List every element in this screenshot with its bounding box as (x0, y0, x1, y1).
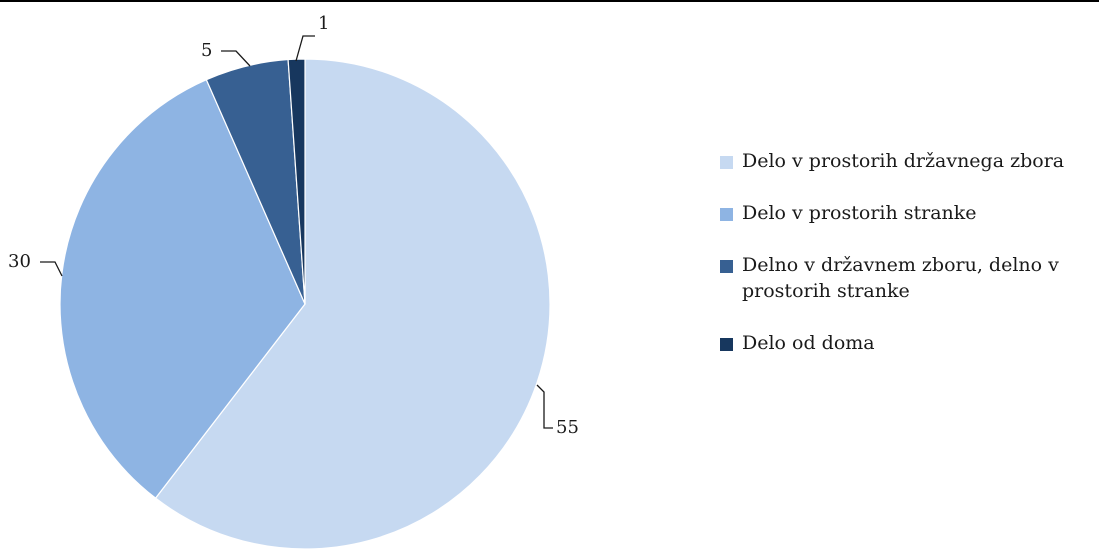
legend-item-stranka: Delo v prostorih stranke (720, 200, 1095, 226)
legend-label-delno: Delno v državnem zboru, delno v prostori… (742, 254, 1059, 302)
legend-label-doma: Delo od doma (742, 332, 875, 354)
leader-line-55 (536, 384, 553, 429)
legend-item-doma: Delo od doma (720, 330, 1095, 356)
top-rule (0, 0, 1099, 2)
legend-label-drzavni-zbor: Delo v prostorih državnega zbora (742, 150, 1065, 172)
data-label-55: 55 (556, 417, 579, 438)
chart-legend: Delo v prostorih državnega zbora Delo v … (720, 148, 1095, 382)
leader-line-5 (221, 50, 251, 67)
legend-swatch-stranka (720, 208, 733, 221)
leader-lines (40, 35, 553, 429)
data-label-5: 5 (201, 40, 212, 61)
leader-line-30 (40, 261, 63, 277)
legend-swatch-delno (720, 260, 733, 273)
legend-label-stranka: Delo v prostorih stranke (742, 202, 977, 224)
pie-slice-drzavni-zbor (154, 58, 551, 549)
legend-item-delno: Delno v državnem zboru, delno v prostori… (720, 252, 1095, 304)
legend-swatch-drzavni-zbor (720, 156, 733, 169)
data-label-30: 30 (8, 251, 31, 272)
pie-slices (59, 58, 551, 549)
leader-line-1 (295, 35, 315, 62)
legend-item-drzavni-zbor: Delo v prostorih državnega zbora (720, 148, 1095, 174)
data-label-1: 1 (318, 13, 329, 34)
legend-swatch-doma (720, 338, 733, 351)
